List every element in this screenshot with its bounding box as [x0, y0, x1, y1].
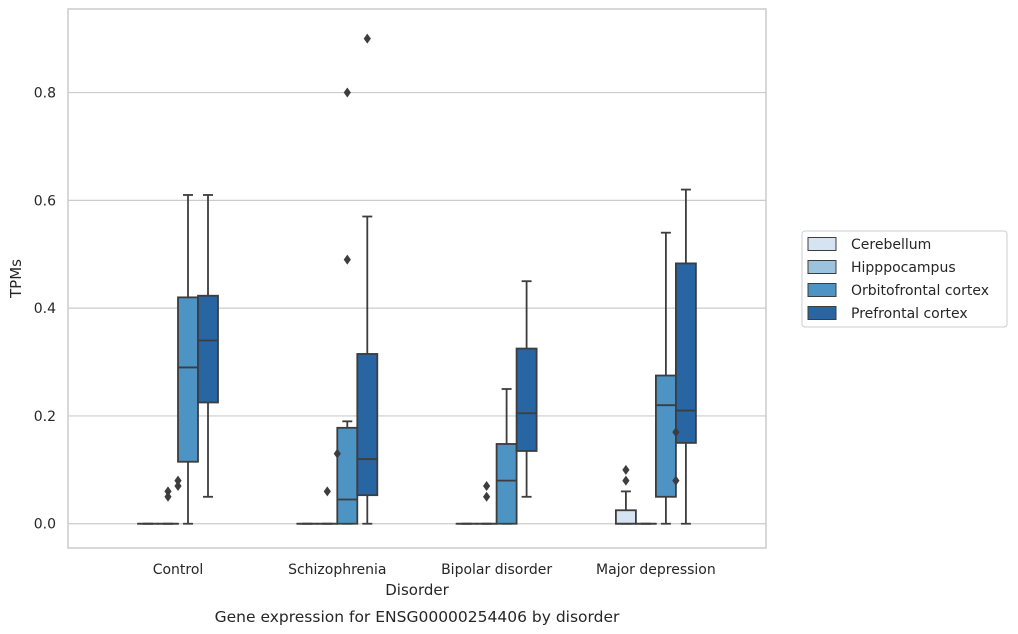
outlier-point [363, 33, 371, 44]
outlier-point [164, 486, 172, 497]
outlier-point [672, 475, 680, 486]
box [615, 509, 637, 525]
box-group [615, 464, 637, 525]
box [356, 353, 379, 497]
legend-label: Orbitofrontal cortex [851, 283, 989, 299]
outlier-point [174, 475, 182, 486]
legend-label: Cerebellum [851, 237, 931, 253]
legend-frame [801, 230, 1008, 328]
box [177, 296, 199, 463]
legend-item[interactable]: Cerebellum [807, 237, 931, 253]
box-group [157, 486, 179, 525]
box-group [675, 188, 697, 525]
box-layer [137, 33, 697, 525]
outlier-point [343, 254, 351, 265]
box [515, 347, 538, 452]
x-tick-label: Bipolar disorder [441, 562, 552, 578]
box-group [316, 486, 339, 525]
x-axis-label: Disorder [385, 581, 449, 599]
box [675, 262, 697, 444]
outlier-point [174, 481, 182, 492]
x-tick-label: Control [153, 562, 204, 578]
x-tick-label: Major depression [596, 562, 716, 578]
legend-swatch [807, 260, 837, 274]
legend-swatch [807, 237, 837, 251]
box-group [177, 194, 199, 525]
box [655, 374, 677, 498]
legend-item[interactable]: Prefrontal cortex [807, 306, 968, 322]
box-group [336, 87, 359, 525]
box [495, 443, 518, 525]
y-tick-label: 0.6 [34, 193, 56, 209]
legend-swatch [807, 306, 837, 320]
box [197, 294, 219, 404]
legend-label: Hipppocampus [851, 260, 956, 276]
box-group [515, 280, 538, 498]
outlier-point [343, 87, 351, 98]
y-axis-label: TPMs [7, 259, 25, 299]
plot-frame [67, 8, 767, 549]
x-tick-label: Schizophrenia [288, 562, 386, 578]
chart-caption: Gene expression for ENSG00000254406 by d… [215, 608, 620, 626]
outlier-point [483, 491, 491, 502]
y-tick-label: 0.0 [34, 517, 56, 533]
outlier-point [333, 448, 341, 459]
outlier-point [483, 481, 491, 492]
outlier-point [622, 475, 630, 486]
box-group [475, 481, 498, 525]
legend-label: Prefrontal cortex [851, 306, 968, 322]
outlier-point [672, 427, 680, 438]
box-group [197, 194, 219, 498]
legend[interactable]: Cerebellum Hipppocampus Orbitofrontal cort… [801, 230, 1008, 328]
box-group [655, 231, 677, 525]
outlier-point [323, 486, 331, 497]
y-tick-labels: 0.0 0.2 0.4 0.6 0.8 [34, 86, 56, 533]
y-tick-label: 0.4 [34, 301, 56, 317]
box [336, 426, 359, 525]
legend-item[interactable]: Hipppocampus [807, 260, 956, 276]
legend-swatch [807, 283, 837, 297]
legend-item[interactable]: Orbitofrontal cortex [807, 283, 989, 299]
y-tick-label: 0.2 [34, 409, 56, 425]
y-tick-label: 0.8 [34, 86, 56, 102]
outlier-point [164, 491, 172, 502]
box-group [356, 33, 379, 525]
outlier-point [622, 464, 630, 475]
x-tick-labels: Control Schizophrenia Bipolar disorder Majo… [153, 562, 716, 578]
box-group [495, 388, 518, 525]
